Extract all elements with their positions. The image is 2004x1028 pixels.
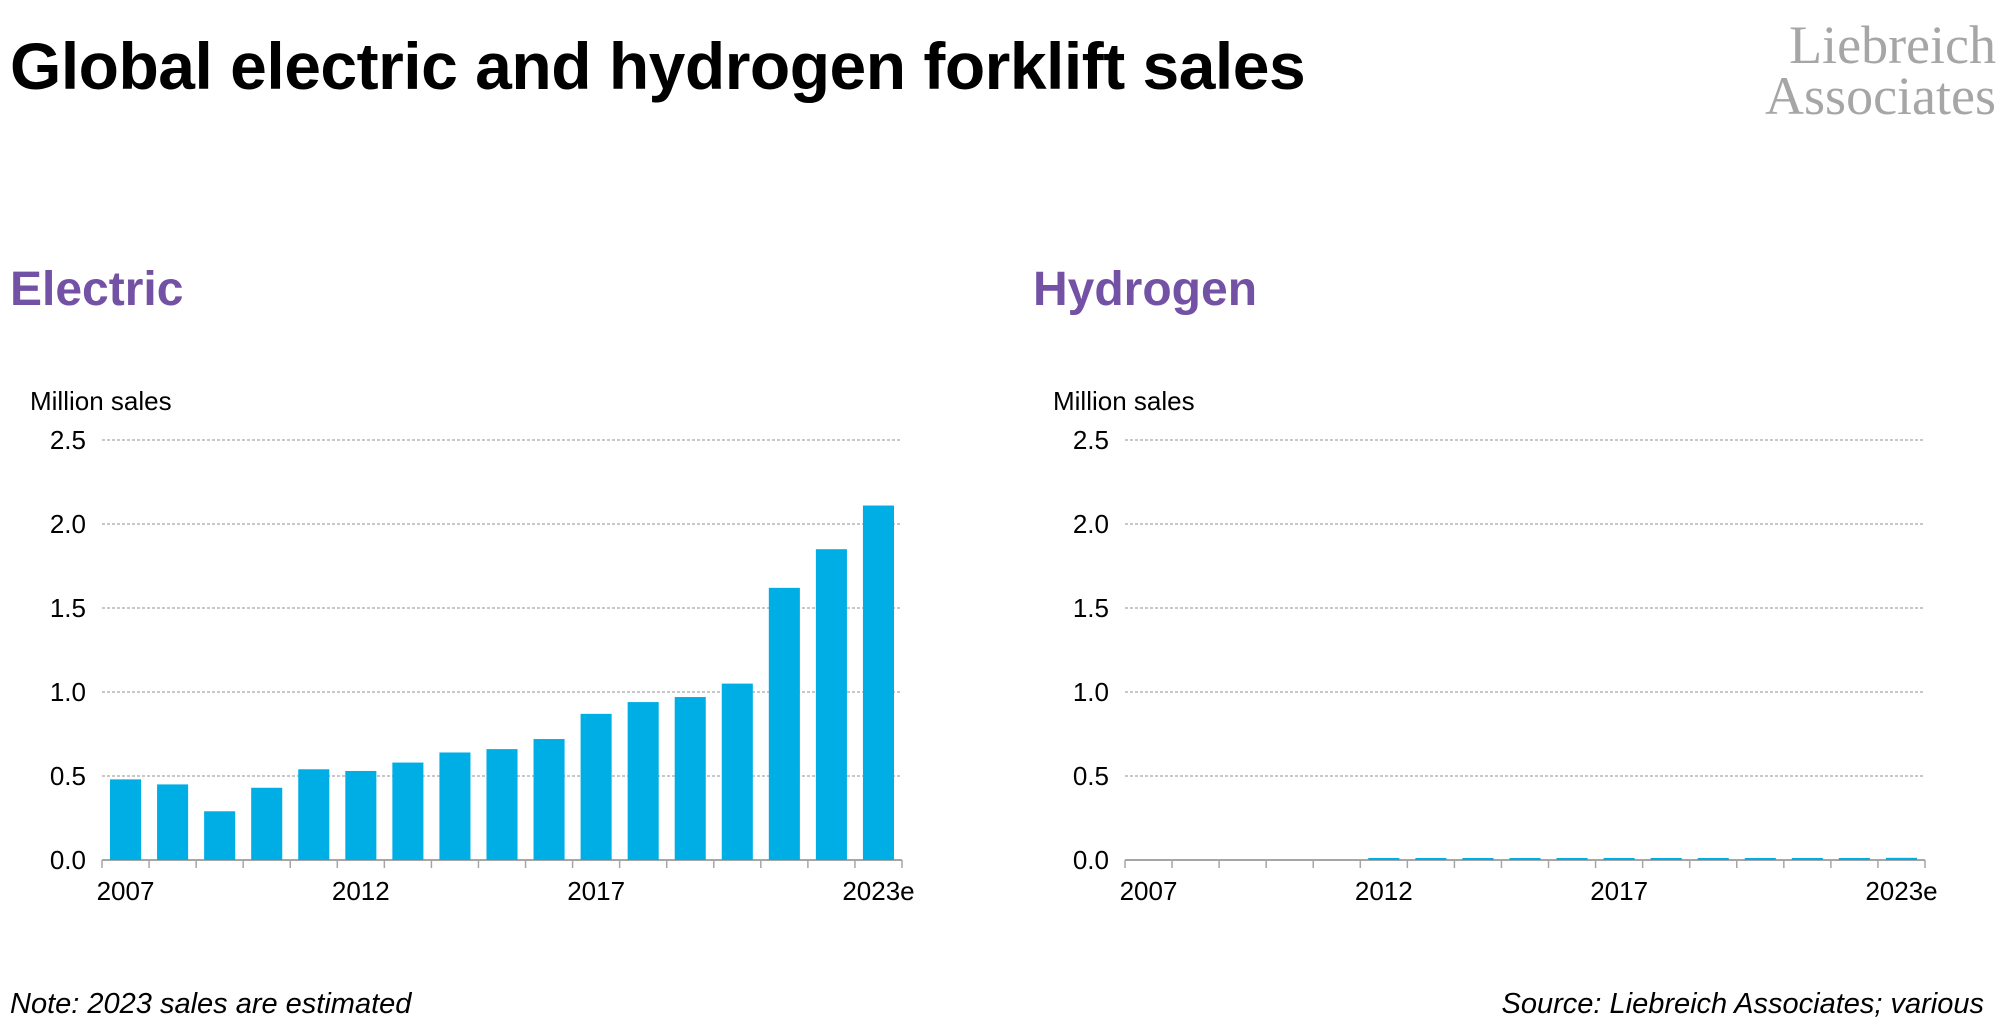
x-tick-label: 2007	[97, 876, 155, 906]
bar-2012	[1368, 858, 1400, 860]
bar-2018	[627, 702, 659, 860]
bar-2016	[1556, 858, 1588, 860]
bar-2009	[204, 811, 236, 860]
y-tick-label: 1.5	[50, 593, 86, 623]
bar-2022	[1838, 857, 1870, 860]
bar-2015	[1509, 858, 1541, 860]
bar-2010	[251, 787, 283, 860]
bar-2021	[768, 587, 800, 860]
bar-2021	[1791, 858, 1823, 860]
y-tick-label: 2.5	[1073, 425, 1109, 455]
bar-2020	[1744, 858, 1776, 860]
bar-2017	[580, 713, 612, 860]
bar-2022	[815, 549, 847, 860]
bar-2020	[721, 683, 753, 860]
bar-2023e	[862, 505, 894, 860]
logo-line-1: Liebreich	[1789, 15, 1996, 75]
x-tick-label: 2023e	[1865, 876, 1937, 906]
page-title: Global electric and hydrogen forklift sa…	[10, 29, 1306, 103]
bar-2013	[392, 762, 424, 860]
bar-2013	[1415, 858, 1447, 860]
hydrogen-panel-title: Hydrogen	[1033, 263, 1258, 316]
bar-2023e	[1885, 857, 1917, 860]
y-tick-label: 0.5	[50, 761, 86, 791]
bar-2012	[345, 770, 377, 860]
y-tick-label: 2.0	[1073, 509, 1109, 539]
source-note: Source: Liebreich Associates; various	[1501, 988, 1985, 1020]
bar-2019	[674, 697, 706, 860]
y-tick-label: 2.0	[50, 509, 86, 539]
bar-2018	[1650, 858, 1682, 860]
bar-2011	[298, 769, 330, 860]
y-tick-label: 0.5	[1073, 761, 1109, 791]
x-tick-label: 2023e	[842, 876, 914, 906]
x-tick-label: 2012	[332, 876, 390, 906]
x-tick-label: 2017	[567, 876, 625, 906]
x-tick-label: 2007	[1120, 876, 1178, 906]
bar-2015	[486, 749, 518, 860]
y-tick-label: 1.5	[1073, 593, 1109, 623]
bar-2014	[1462, 858, 1494, 860]
bar-2014	[439, 752, 471, 860]
bar-2008	[157, 784, 189, 860]
y-tick-label: 1.0	[1073, 677, 1109, 707]
liebreich-associates-logo: Liebreich Associates	[1712, 15, 1996, 126]
bar-2016	[533, 739, 565, 860]
electric-panel-title: Electric	[10, 263, 184, 316]
y-tick-label: 0.0	[1073, 845, 1109, 875]
y-tick-label: 0.0	[50, 845, 86, 875]
electric-chart: Million sales 0.0 0.5 1.0 1.5 2.0 2.5 2007 2012 2…	[30, 386, 915, 906]
y-tick-label: 2.5	[50, 425, 86, 455]
hydrogen-chart: Million sales 0.0 0.5 1.0 1.5 2.0 2.5 2007 2012 2…	[1053, 386, 1938, 906]
y-axis-title: Million sales	[1053, 386, 1195, 416]
x-tick-label: 2017	[1590, 876, 1648, 906]
bar-2017	[1603, 858, 1635, 860]
footnote: Note: 2023 sales are estimated	[10, 988, 412, 1020]
bar-2007	[110, 779, 142, 860]
y-axis-title: Million sales	[30, 386, 172, 416]
x-tick-label: 2012	[1355, 876, 1413, 906]
y-tick-label: 1.0	[50, 677, 86, 707]
logo-line-2: Associates	[1765, 66, 1996, 126]
bar-2019	[1697, 858, 1729, 860]
